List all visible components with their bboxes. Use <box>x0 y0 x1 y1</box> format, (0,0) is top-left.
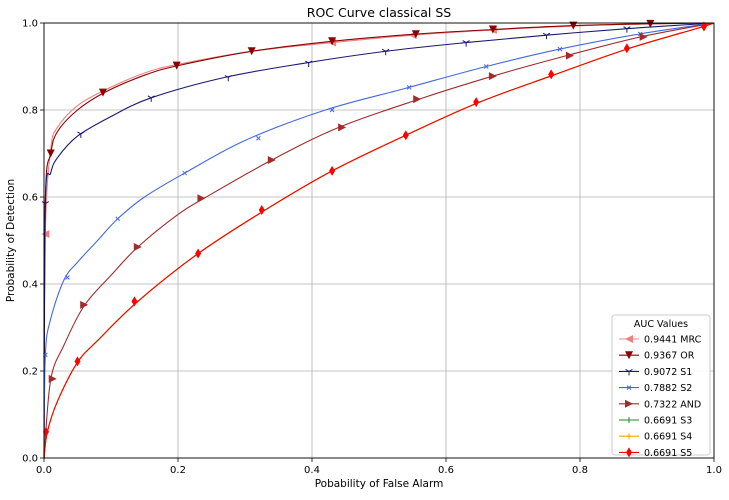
legend-label: 0.9072 S1 <box>644 367 692 378</box>
legend-label: 0.6691 S4 <box>644 432 692 443</box>
legend-swatch-marker <box>625 335 633 343</box>
series-4 <box>43 22 715 459</box>
legend-label: 0.6691 S3 <box>644 416 692 427</box>
series-marker <box>197 194 206 203</box>
series-marker <box>569 21 578 30</box>
series-marker <box>147 95 155 102</box>
series-marker <box>304 60 313 68</box>
legend-swatch-marker <box>625 351 633 360</box>
series-line <box>43 22 715 459</box>
grid <box>43 22 715 459</box>
legend-label: 0.9367 OR <box>644 351 695 362</box>
series-marker <box>172 61 181 70</box>
series-marker <box>483 64 489 69</box>
chart-title: ROC Curve classical SS <box>307 5 451 20</box>
series-marker <box>402 130 409 141</box>
x-tick-label: 0.4 <box>304 465 320 476</box>
series-marker <box>74 356 81 367</box>
x-tick-label: 0.2 <box>170 465 186 476</box>
series-marker <box>329 107 335 113</box>
x-tick-label: 0.8 <box>572 465 588 476</box>
series-marker <box>80 300 89 309</box>
legend-label: 0.9441 MRC <box>644 335 702 346</box>
x-tick-label: 0.6 <box>438 465 454 476</box>
y-tick-label: 0.4 <box>22 280 38 291</box>
legend-swatch-marker <box>626 433 632 440</box>
x-axis-label: Pobability of False Alarm <box>315 478 444 490</box>
series-marker <box>565 51 574 60</box>
series-marker <box>98 88 107 97</box>
series-marker <box>328 37 337 46</box>
series-marker <box>48 374 57 383</box>
y-tick-label: 0.2 <box>22 367 38 378</box>
series-marker <box>247 47 256 56</box>
series-line <box>43 22 715 459</box>
legend-items: 0.9441 MRC 0.9367 OR 0.9072 S1 0.7882 S2 0.7… <box>619 335 702 459</box>
series-marker <box>700 21 707 32</box>
series-marker <box>646 19 655 28</box>
series-marker <box>542 32 551 40</box>
legend-swatch-marker <box>625 399 633 408</box>
series-marker <box>46 149 55 158</box>
series-marker <box>115 216 121 222</box>
series-marker <box>43 426 50 437</box>
y-axis-label: Probability of Detection <box>5 179 17 302</box>
legend-label: 0.7882 S2 <box>644 383 692 394</box>
axis-ticks: 0.0 0.2 0.4 0.6 0.8 1.0 0.0 0.2 0.4 0.6 0.8 1.0 <box>22 19 722 477</box>
y-tick-label: 1.0 <box>22 19 38 30</box>
y-tick-label: 0.8 <box>22 106 38 117</box>
series-marker <box>639 32 648 41</box>
series-marker <box>329 165 336 176</box>
series-marker <box>406 85 412 90</box>
series-marker <box>65 275 70 280</box>
legend-swatch-marker <box>625 368 633 376</box>
series-marker <box>258 205 265 216</box>
legend-swatch-marker <box>626 417 632 423</box>
series-marker <box>462 40 470 47</box>
series-marker <box>267 156 276 165</box>
series-marker <box>411 30 420 39</box>
series-7 <box>43 21 715 459</box>
x-tick-label: 0.0 <box>36 465 52 476</box>
series-marker <box>338 123 347 132</box>
series-marker <box>473 97 480 108</box>
series-marker <box>548 69 555 80</box>
series-marker <box>182 170 188 176</box>
plot-frame <box>43 22 715 459</box>
legend-label: 0.6691 S5 <box>644 448 692 459</box>
legend-swatch-marker <box>626 447 632 458</box>
series-marker <box>382 48 390 56</box>
series-marker <box>133 243 142 252</box>
series-1 <box>43 19 715 459</box>
series-line <box>43 22 715 459</box>
legend-swatch-marker <box>626 385 632 390</box>
legend-label: 0.7322 AND <box>644 399 701 410</box>
series-marker <box>623 43 630 54</box>
series-marker <box>413 95 422 104</box>
series-2 <box>41 22 715 459</box>
series-layer <box>41 19 715 459</box>
x-tick-label: 1.0 <box>706 465 722 476</box>
series-marker <box>195 248 202 259</box>
series-marker <box>256 135 261 141</box>
series-marker <box>488 72 497 81</box>
y-tick-label: 0.6 <box>22 193 38 204</box>
series-marker <box>488 25 497 34</box>
series-marker <box>131 296 138 307</box>
series-marker <box>77 131 85 138</box>
legend-title: AUC Values <box>634 319 688 330</box>
series-marker <box>224 74 232 82</box>
series-marker <box>557 46 563 52</box>
series-marker <box>623 26 631 33</box>
y-tick-label: 0.0 <box>22 454 38 465</box>
